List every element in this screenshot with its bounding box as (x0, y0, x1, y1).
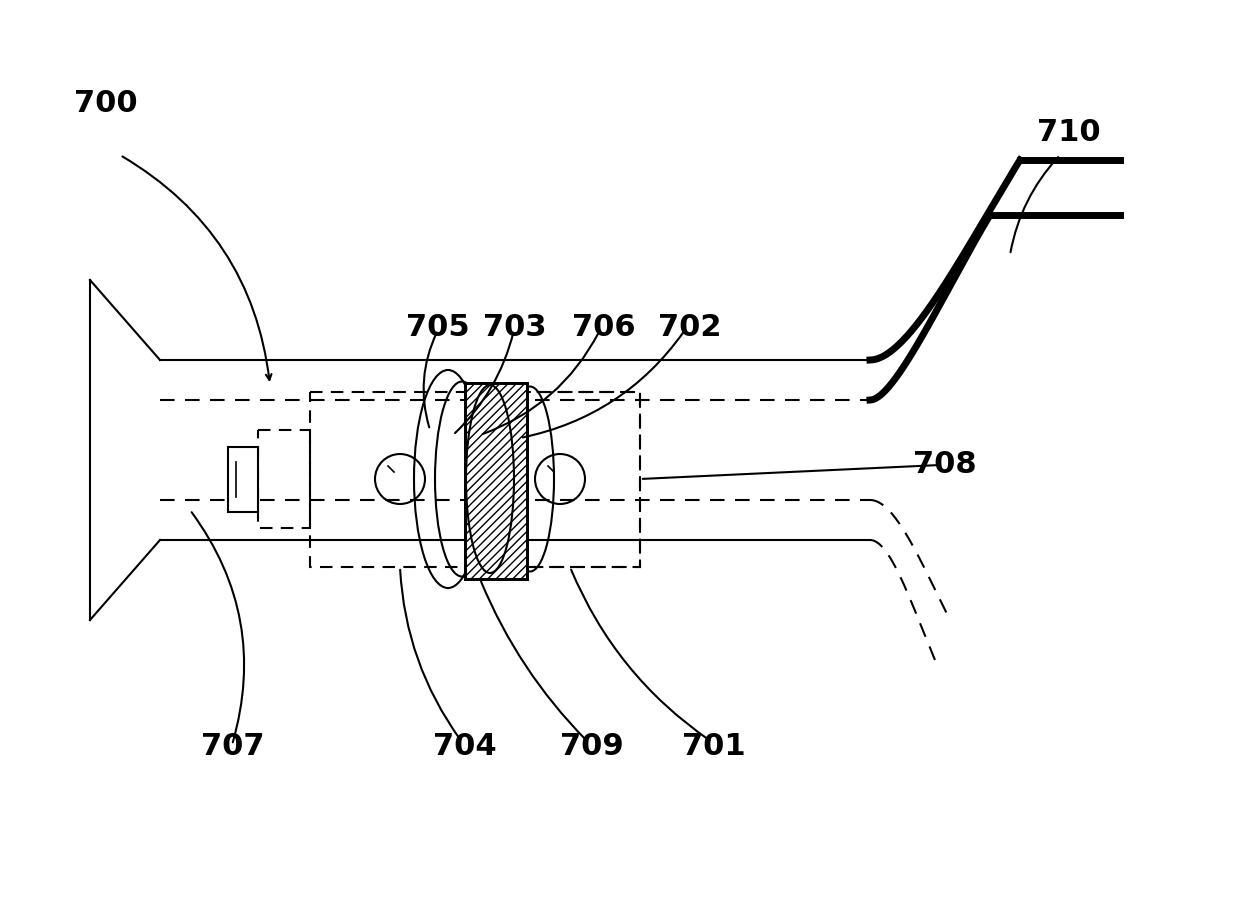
Text: 704: 704 (433, 732, 497, 761)
Text: 706: 706 (572, 313, 636, 342)
Text: 708: 708 (913, 450, 977, 479)
Bar (465, 383, 527, 579)
Text: 705: 705 (405, 313, 470, 342)
Text: 709: 709 (559, 732, 624, 761)
Text: 701: 701 (682, 732, 746, 761)
Bar (258, 430, 310, 528)
Text: 702: 702 (657, 313, 722, 342)
Bar (228, 447, 258, 512)
Text: 707: 707 (201, 732, 265, 761)
Bar (310, 392, 640, 567)
Text: 703: 703 (482, 313, 547, 342)
Bar (495, 392, 640, 567)
Bar (465, 383, 527, 579)
Text: 710: 710 (1037, 118, 1101, 147)
Text: 700: 700 (73, 89, 138, 118)
